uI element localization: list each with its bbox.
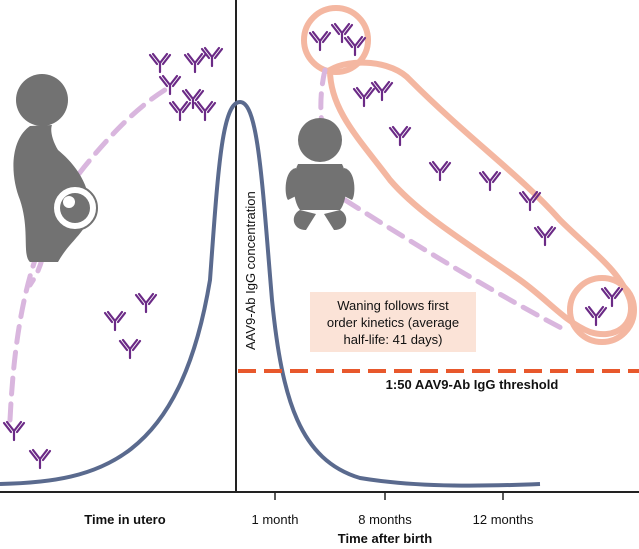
tick-label-12-months: 12 months xyxy=(473,512,534,527)
annotation-line-3: half-life: 41 days) xyxy=(344,332,443,347)
time-in-utero-label: Time in utero xyxy=(84,512,165,527)
antibody-zoom-circle-top xyxy=(301,5,371,75)
infant-icon xyxy=(285,118,355,230)
threshold-label: 1:50 AAV9-Ab IgG threshold xyxy=(386,377,559,392)
antibody-zoom-circle-bottom xyxy=(567,275,637,345)
pregnant-woman-icon xyxy=(13,74,90,262)
time-after-birth-label: Time after birth xyxy=(338,531,432,546)
antibody-zoom-outline xyxy=(326,59,635,338)
annotation-line-1: Waning follows first xyxy=(337,298,449,313)
tick-label-8-months: 8 months xyxy=(358,512,412,527)
annotation-line-2: order kinetics (average xyxy=(327,315,459,330)
tick-label-1-month: 1 month xyxy=(252,512,299,527)
y-axis-label: AAV9-Ab IgG concentration xyxy=(243,191,258,350)
concentration-curve xyxy=(0,99,541,488)
fetus-icon xyxy=(52,185,98,231)
waning-dash xyxy=(342,197,568,333)
antibody-icon xyxy=(2,22,624,470)
annotation-box xyxy=(310,292,476,352)
